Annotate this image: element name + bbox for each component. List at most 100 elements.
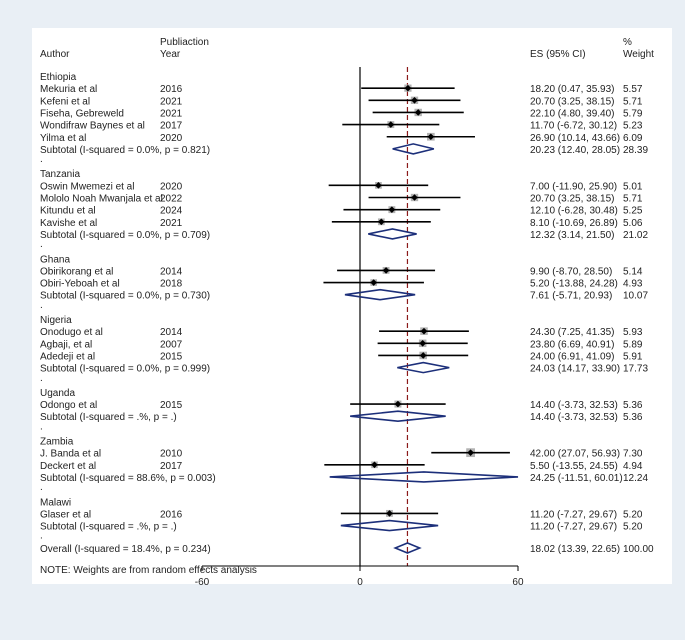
plot-panel xyxy=(32,28,672,584)
study-weight: 5.01 xyxy=(623,181,643,192)
study-year: 2015 xyxy=(160,400,183,411)
group-label: Uganda xyxy=(40,388,75,399)
study-es: 8.10 (-10.69, 26.89) xyxy=(530,218,618,229)
study-author: Mekuria et al xyxy=(40,84,97,95)
point-estimate xyxy=(370,279,377,286)
study-es: 11.20 (-7.27, 29.67) xyxy=(530,509,617,520)
point-estimate xyxy=(420,327,428,335)
group-label: Ghana xyxy=(40,254,70,265)
point-estimate xyxy=(467,449,474,456)
subtotal-diamond xyxy=(397,361,450,374)
study-weight: 4.94 xyxy=(623,461,643,472)
study-author: Glaser et al xyxy=(40,509,91,520)
study-weight: 5.57 xyxy=(623,84,643,95)
subtotal-diamond xyxy=(368,228,417,240)
subtotal-es: 12.32 (3.14, 21.50) xyxy=(530,230,615,241)
study-es: 23.80 (6.69, 40.91) xyxy=(530,339,615,350)
subtotal-es: 11.20 (-7.27, 29.67) xyxy=(530,522,617,533)
study-weight: 5.93 xyxy=(623,327,643,338)
header-weight-line1: % xyxy=(623,37,632,48)
subtotal-diamond xyxy=(392,143,435,155)
study-es: 22.10 (4.80, 39.40) xyxy=(530,108,615,119)
study-es: 24.30 (7.25, 41.35) xyxy=(530,327,615,338)
point-estimate xyxy=(411,194,418,201)
overall-es: 18.02 (13.39, 22.65) xyxy=(530,544,620,555)
subtotal-es: 7.61 (-5.71, 20.93) xyxy=(530,291,612,302)
point-estimate xyxy=(411,97,418,104)
study-year: 2017 xyxy=(160,121,183,132)
point-estimate xyxy=(419,340,426,347)
overall-label: Overall (I-squared = 18.4%, p = 0.234) xyxy=(40,544,211,555)
study-weight: 5.71 xyxy=(623,194,643,205)
header-es: ES (95% CI) xyxy=(530,49,586,60)
separator-dot: . xyxy=(40,239,43,250)
subtotal-label: Subtotal (I-squared = .%, p = .) xyxy=(40,412,177,423)
study-es: 20.70 (3.25, 38.15) xyxy=(530,194,615,205)
study-author: Onodugo et al xyxy=(40,327,103,338)
study-author: Odongo et al xyxy=(40,400,97,411)
study-year: 2016 xyxy=(160,509,183,520)
study-author: Yilma et al xyxy=(40,133,86,144)
study-author: Mololo Noah Mwanjala et al xyxy=(40,194,163,205)
subtotal-weight: 17.73 xyxy=(623,364,648,375)
study-weight: 5.91 xyxy=(623,351,643,362)
study-author: Oswin Mwemezi et al xyxy=(40,181,134,192)
study-year: 2021 xyxy=(160,96,183,107)
study-weight: 6.09 xyxy=(623,133,643,144)
subtotal-diamond xyxy=(350,410,446,423)
point-estimate xyxy=(386,510,393,517)
point-estimate xyxy=(387,121,395,128)
subtotal-weight: 10.07 xyxy=(623,291,648,302)
study-es: 14.40 (-3.73, 32.53) xyxy=(530,400,618,411)
subtotal-weight: 28.39 xyxy=(623,145,648,156)
subtotal-label: Subtotal (I-squared = 0.0%, p = 0.821) xyxy=(40,145,210,156)
study-weight: 4.93 xyxy=(623,279,643,290)
separator-dot: . xyxy=(40,300,43,311)
study-es: 18.20 (0.47, 35.93) xyxy=(530,84,615,95)
study-weight: 5.06 xyxy=(623,218,643,229)
separator-dot: . xyxy=(40,373,43,384)
subtotal-label: Subtotal (I-squared = 0.0%, p = 0.730) xyxy=(40,291,210,302)
study-year: 2016 xyxy=(160,84,183,95)
study-year: 2021 xyxy=(160,218,183,229)
study-es: 7.00 (-11.90, 25.90) xyxy=(530,181,617,192)
study-year: 2014 xyxy=(160,327,183,338)
study-year: 2018 xyxy=(160,279,183,290)
point-estimate xyxy=(404,84,412,92)
study-year: 2007 xyxy=(160,339,183,350)
study-es: 5.50 (-13.55, 24.55) xyxy=(530,461,618,472)
study-weight: 5.23 xyxy=(623,121,643,132)
study-year: 2020 xyxy=(160,181,183,192)
point-estimate xyxy=(378,218,385,226)
point-estimate xyxy=(375,182,382,189)
study-es: 11.70 (-6.72, 30.12) xyxy=(530,121,617,132)
study-weight: 5.71 xyxy=(623,96,643,107)
study-year: 2014 xyxy=(160,266,183,277)
study-year: 2024 xyxy=(160,206,183,217)
study-author: Adedeji et al xyxy=(40,351,95,362)
study-es: 12.10 (-6.28, 30.48) xyxy=(530,206,618,217)
subtotal-label: Subtotal (I-squared = 88.6%, p = 0.003) xyxy=(40,473,216,484)
study-year: 2021 xyxy=(160,108,183,119)
x-tick-label: -60 xyxy=(195,577,210,588)
study-weight: 5.20 xyxy=(623,509,643,520)
group-label: Nigeria xyxy=(40,315,72,326)
point-estimate xyxy=(419,352,427,359)
point-estimate xyxy=(414,109,422,116)
note-text: NOTE: Weights are from random effects an… xyxy=(40,565,257,576)
overall-diamond xyxy=(393,542,422,554)
study-weight: 5.25 xyxy=(623,206,643,217)
x-tick-label: 60 xyxy=(512,577,524,588)
study-author: Kitundu et al xyxy=(40,206,96,217)
subtotal-diamond xyxy=(329,471,519,483)
study-weight: 5.36 xyxy=(623,400,643,411)
header-year-line2: Year xyxy=(160,49,181,60)
study-author: J. Banda et al xyxy=(40,449,101,460)
x-tick-label: 0 xyxy=(357,577,363,588)
subtotal-es: 20.23 (12.40, 28.05) xyxy=(530,145,620,156)
overall-weight: 100.00 xyxy=(623,544,654,555)
study-es: 42.00 (27.07, 56.93) xyxy=(530,449,620,460)
group-label: Ethiopia xyxy=(40,72,77,83)
header-weight-line2: Weight xyxy=(623,49,654,60)
